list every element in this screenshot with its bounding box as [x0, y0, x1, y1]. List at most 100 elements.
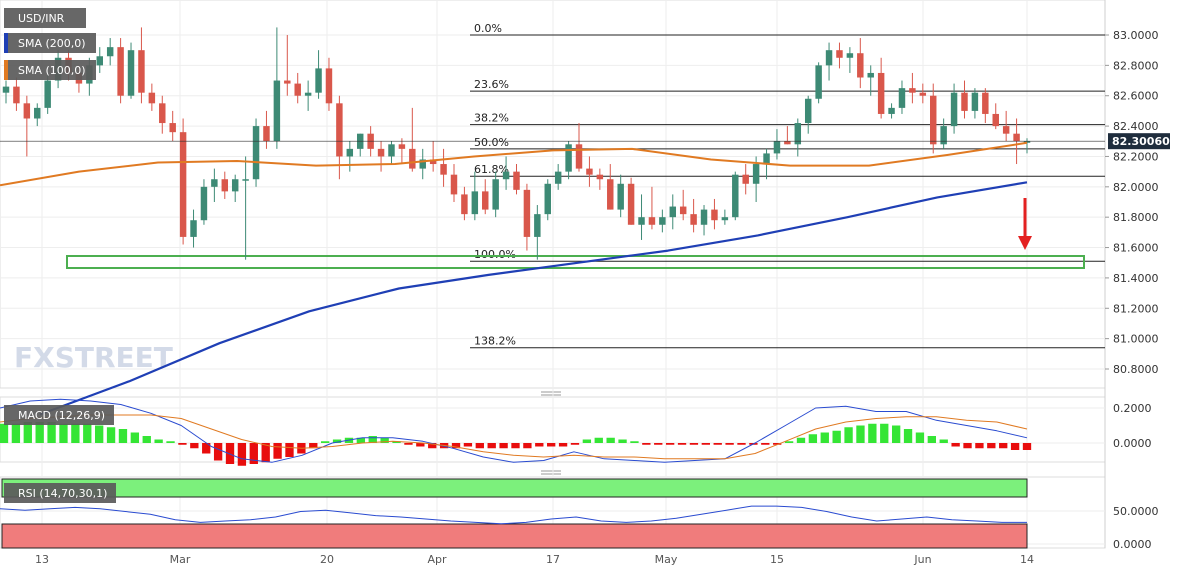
candle	[138, 27, 145, 104]
macd-histogram-bar	[1010, 443, 1020, 450]
candle	[711, 198, 718, 230]
candle	[252, 118, 260, 187]
candle	[690, 198, 697, 233]
macd-histogram-bar	[535, 443, 544, 447]
macd-histogram-bar	[356, 437, 366, 443]
candle	[919, 83, 927, 104]
candle-body	[450, 174, 458, 195]
y-tick-label: 81.4000	[1113, 272, 1159, 285]
candle	[315, 50, 322, 99]
sma200-label: SMA (200,0)	[4, 33, 96, 53]
macd-histogram-bar	[59, 423, 68, 443]
candle-body	[419, 159, 426, 169]
candle	[96, 47, 103, 73]
y-tick-label: 0.2000	[1113, 402, 1152, 415]
candle-body	[888, 107, 895, 114]
macd-histogram-bar	[665, 443, 675, 445]
macd-histogram-bar	[499, 443, 508, 449]
candle-body	[471, 191, 479, 215]
candle	[992, 103, 999, 130]
symbol-label-bg	[4, 8, 86, 28]
macd-histogram-bar	[630, 441, 639, 443]
candle-body	[263, 126, 270, 142]
candle-body	[627, 183, 635, 225]
candle	[930, 83, 937, 154]
down-arrow-head	[1018, 236, 1032, 250]
candle	[159, 95, 166, 134]
candle	[909, 72, 916, 104]
candle	[804, 95, 812, 134]
candle-body	[971, 92, 979, 111]
candle	[450, 164, 458, 202]
macd-signal-line	[0, 414, 1028, 460]
candle	[388, 141, 395, 165]
candle	[554, 164, 562, 190]
rsi-label-text: RSI (14,70,30,1)	[18, 487, 107, 500]
x-tick-label: 15	[770, 553, 784, 566]
x-tick-label: Mar	[170, 553, 191, 566]
symbol-label: USD/INR	[4, 8, 86, 28]
candle	[961, 80, 968, 119]
candle	[482, 179, 489, 215]
candle-body	[325, 68, 333, 104]
macd-histogram-bar	[737, 443, 746, 445]
candle-body	[23, 103, 31, 119]
candle	[429, 141, 437, 172]
candle	[377, 141, 385, 172]
macd-histogram-bar	[808, 434, 818, 443]
candle-body	[846, 53, 854, 58]
candle	[836, 42, 843, 69]
candle	[179, 118, 187, 245]
macd-histogram-bar	[927, 436, 937, 443]
macd-histogram-bar	[915, 432, 925, 443]
candle-body	[1002, 126, 1010, 134]
macd-line	[0, 398, 1028, 463]
macd-histogram-bar	[856, 425, 865, 443]
macd-label-text: MACD (12,26,9)	[18, 409, 105, 422]
candle-body	[909, 88, 916, 93]
macd-histogram-bar	[725, 443, 734, 445]
candle	[544, 179, 551, 221]
macd-label-bg	[4, 405, 114, 425]
macd-histogram-bar	[618, 439, 627, 443]
rsi-overbought-zone	[1, 478, 1028, 498]
candle	[534, 205, 541, 260]
macd-histogram-bar	[332, 439, 342, 443]
macd-histogram-bar	[832, 430, 841, 443]
candle-body	[148, 92, 156, 104]
macd-histogram-bar	[213, 443, 223, 461]
macd-histogram-bar	[689, 443, 699, 445]
y-tick-label: 0.0000	[1113, 538, 1152, 551]
macd-histogram-bar	[903, 429, 913, 443]
fib-label: 61.8%	[474, 163, 509, 176]
candle	[617, 174, 624, 218]
candle	[127, 42, 135, 99]
candle	[846, 47, 854, 73]
macd-histogram-bar	[939, 439, 948, 443]
candle-body	[117, 47, 124, 96]
candle-body	[461, 194, 468, 215]
candle	[211, 168, 218, 202]
macd-histogram-bar	[190, 443, 199, 449]
candle	[148, 83, 156, 111]
candle-body	[388, 144, 395, 157]
macd-histogram-bar	[820, 432, 829, 443]
candle	[742, 164, 749, 195]
candle-body	[1023, 141, 1031, 143]
macd-histogram-bar	[475, 443, 484, 449]
sma100-line	[0, 141, 1028, 187]
macd-histogram-bar	[713, 443, 722, 445]
y-tick-label: 50.0000	[1113, 505, 1159, 518]
candle-body	[919, 92, 927, 96]
candle	[440, 148, 447, 187]
candle	[982, 88, 989, 124]
y-tick-label: 82.8000	[1113, 59, 1159, 72]
macd-histogram-bar	[428, 443, 437, 449]
fib-label: 100.0%	[474, 248, 516, 261]
macd-histogram-bar	[0, 423, 9, 443]
candle-body	[169, 123, 176, 133]
candle	[950, 83, 958, 134]
candle	[263, 110, 270, 149]
